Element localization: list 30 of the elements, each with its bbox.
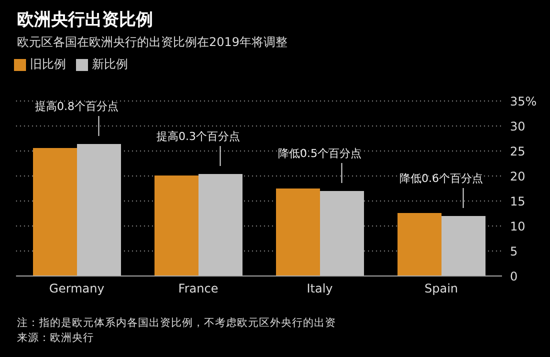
y-tick-label: 35%	[510, 94, 537, 108]
legend-label: 旧比例	[30, 57, 66, 71]
bar	[320, 191, 364, 276]
x-tick-label: France	[178, 282, 218, 296]
bar	[33, 148, 77, 276]
y-tick-label: 25	[510, 144, 526, 158]
y-tick-label: 5	[510, 244, 518, 258]
y-tick-label: 0	[510, 269, 518, 284]
bar	[398, 213, 442, 276]
bar	[276, 188, 320, 276]
x-tick-label: Germany	[49, 282, 104, 296]
y-tick-label: 15	[510, 194, 526, 208]
source-note: 来源：欧洲央行	[17, 331, 95, 346]
y-tick-label: 10	[510, 219, 526, 234]
y-tick-label: 30	[510, 119, 526, 134]
x-tick-label: Spain	[424, 282, 458, 296]
bar	[198, 174, 242, 276]
annotation: 降低0.6个百分点	[400, 172, 483, 185]
annotation: 提高0.3个百分点	[156, 130, 240, 143]
bar	[154, 176, 198, 276]
bar	[442, 216, 486, 276]
legend-label: 新比例	[92, 57, 128, 71]
x-tick-label: Italy	[306, 282, 333, 296]
chart-title: 欧洲央行出资比例	[17, 9, 153, 31]
annotation: 降低0.5个百分点	[278, 147, 362, 160]
annotation: 提高0.8个百分点	[35, 100, 118, 113]
y-tick-label: 20	[510, 169, 526, 184]
text: 注：指的是欧元体系内各国出资比例，不考虑欧元区外央行的出资	[17, 316, 336, 331]
bar	[77, 144, 121, 276]
chart-subtitle: 欧元区各国在欧洲央行的出资比例在2019年将调整	[17, 34, 288, 51]
